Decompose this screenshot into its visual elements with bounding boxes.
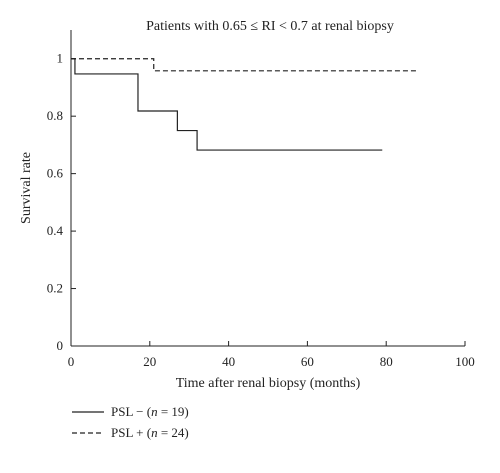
survival-curves (71, 58, 418, 151)
series-line-0 (71, 58, 383, 151)
x-ticks: 0 20 40 60 80 100 (68, 341, 475, 369)
series-line-1 (71, 58, 418, 72)
x-tick-label: 20 (143, 354, 156, 369)
y-tick-label: 1 (57, 51, 64, 66)
x-axis-label: Time after renal biopsy (months) (176, 376, 361, 391)
x-tick-label: 0 (68, 354, 75, 369)
y-tick-label: 0.4 (47, 223, 64, 238)
y-tick-label: 0.6 (47, 166, 64, 181)
y-tick-label: 0.8 (47, 108, 63, 123)
chart-title: Patients with 0.65 ≤ RI < 0.7 at renal b… (146, 19, 394, 34)
x-tick-label: 40 (222, 354, 235, 369)
legend-label-1: PSL + (n = 24) (111, 425, 189, 440)
y-tick-label: 0.2 (47, 281, 63, 296)
legend-label-0: PSL − (n = 19) (111, 404, 189, 419)
x-tick-label: 80 (380, 354, 393, 369)
y-axis-label: Survival rate (19, 152, 34, 224)
legend: PSL − (n = 19) PSL + (n = 24) (72, 404, 189, 440)
y-ticks: 0 0.2 0.4 0.6 0.8 1 (47, 51, 76, 353)
x-tick-label: 60 (301, 354, 314, 369)
x-tick-label: 100 (455, 354, 475, 369)
y-tick-label: 0 (57, 338, 64, 353)
